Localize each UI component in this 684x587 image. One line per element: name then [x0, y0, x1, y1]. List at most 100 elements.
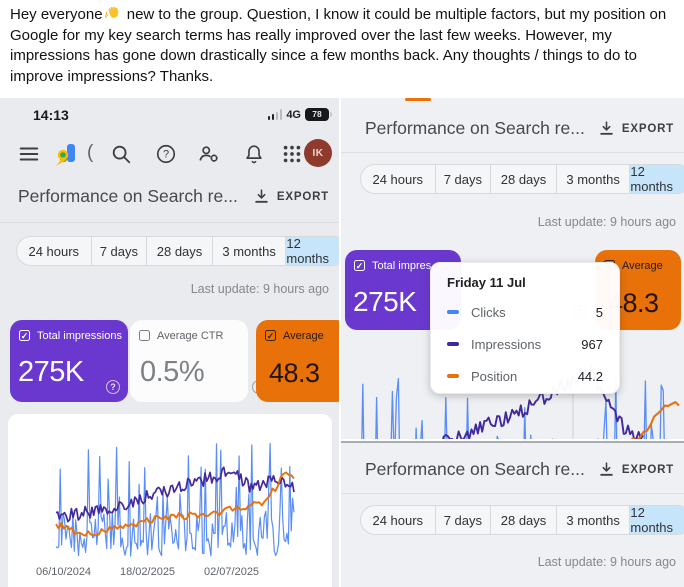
screenshot-left: 14:13 4G 78 ( ?	[0, 98, 339, 587]
position-label: Average	[622, 260, 663, 272]
date-range-tabs: 24 hours 7 days 28 days 3 months 12 mont…	[360, 164, 684, 194]
impressions-legend-dash	[447, 342, 459, 346]
ctr-label: Average CTR	[157, 330, 224, 342]
tab-12-months[interactable]: 12 months	[285, 237, 339, 265]
report-header: Performance on Search re... EXPORT	[341, 457, 684, 487]
chart-tooltip: Friday 11 Jul Clicks 5 Impressions 967 P…	[430, 262, 620, 394]
performance-chart-panel: 06/10/2024 18/02/2025 02/07/2025	[8, 414, 332, 587]
impressions-value: 275K	[18, 356, 84, 388]
position-checkbox[interactable]: ✓	[265, 330, 276, 341]
cropped-chart-line	[405, 98, 431, 101]
date-range-tabs: 24 hours 7 days 28 days 3 months 12 mont…	[360, 505, 684, 535]
appbar-partial-text: (	[87, 142, 94, 163]
ctr-value: 0.5%	[140, 356, 205, 388]
tooltip-label: Clicks	[471, 305, 506, 320]
divider	[341, 152, 684, 153]
waving-hand-emoji	[103, 6, 121, 21]
x-tick: 02/07/2025	[204, 566, 260, 578]
export-button[interactable]: EXPORT	[253, 188, 329, 205]
tab-24-hours[interactable]: 24 hours	[28, 243, 80, 259]
report-header: Performance on Search re... EXPORT	[341, 116, 684, 146]
post-text: Hey everyone new to the group. Question,…	[10, 5, 678, 87]
tooltip-row-clicks: Clicks 5	[447, 305, 603, 320]
report-title: Performance on Search re...	[365, 118, 585, 138]
user-settings-icon[interactable]	[198, 143, 220, 165]
impressions-value: 275K	[353, 286, 417, 317]
x-axis-ticks: 06/10/2024 18/02/2025 02/07/2025	[8, 566, 332, 582]
tab-3-months[interactable]: 3 months	[211, 237, 286, 265]
tab-28-days[interactable]: 28 days	[490, 506, 556, 534]
ctr-card[interactable]: Average CTR 0.5% ?	[130, 320, 266, 402]
last-update-label: Last update: 9 hours ago	[537, 555, 676, 569]
status-time: 14:13	[33, 107, 69, 123]
download-icon	[255, 189, 268, 203]
tab-24-hours[interactable]: 24 hours	[372, 171, 424, 187]
export-button[interactable]: EXPORT	[598, 120, 674, 137]
battery-icon: 78	[305, 108, 332, 121]
tab-12-months[interactable]: 12 months	[629, 506, 684, 534]
tab-12-months[interactable]: 12 months	[629, 165, 684, 193]
notifications-icon[interactable]	[243, 143, 265, 165]
report-title: Performance on Search re...	[365, 459, 585, 479]
divider	[341, 493, 684, 494]
post-text-start: Hey everyone	[10, 6, 103, 23]
tab-24-hours[interactable]: 24 hours	[372, 512, 424, 528]
tab-3-months[interactable]: 3 months	[555, 165, 630, 193]
position-card[interactable]: ✓ Average 48.3	[256, 320, 339, 402]
clicks-legend-dash	[447, 310, 459, 314]
impressions-label: Total impres	[372, 260, 432, 272]
position-label: Average	[283, 330, 324, 342]
impressions-label: Total impressions	[37, 330, 122, 342]
export-label: EXPORT	[621, 122, 674, 135]
tooltip-value: 44.2	[577, 369, 603, 384]
svg-text:?: ?	[163, 149, 169, 161]
impressions-help-icon[interactable]: ?	[106, 380, 120, 394]
impressions-card[interactable]: ✓ Total impressions 275K ?	[10, 320, 128, 402]
app-bar: ( ? IK	[0, 134, 339, 176]
menu-icon[interactable]	[18, 143, 40, 165]
export-button[interactable]: EXPORT	[598, 461, 674, 478]
tooltip-date: Friday 11 Jul	[447, 275, 526, 290]
tab-7-days[interactable]: 7 days	[434, 506, 491, 534]
last-update-label: Last update: 9 hours ago	[190, 282, 329, 296]
tab-3-months[interactable]: 3 months	[555, 506, 630, 534]
x-tick: 06/10/2024	[36, 566, 92, 578]
search-icon[interactable]	[110, 143, 132, 165]
download-icon	[600, 121, 613, 135]
post-text-end: new to the group. Question, I know it co…	[10, 6, 667, 85]
ctr-checkbox[interactable]	[139, 330, 150, 341]
tab-28-days[interactable]: 28 days	[490, 165, 556, 193]
report-header: Performance on Search re... EXPORT	[0, 184, 339, 214]
tab-7-days[interactable]: 7 days	[90, 237, 147, 265]
tab-28-days[interactable]: 28 days	[146, 237, 212, 265]
signal-icon	[267, 109, 283, 120]
impressions-checkbox[interactable]: ✓	[19, 330, 30, 341]
performance-chart[interactable]	[8, 422, 332, 562]
help-icon[interactable]: ?	[155, 143, 177, 165]
apps-grid-icon[interactable]	[281, 143, 303, 165]
tooltip-value: 5	[595, 305, 603, 320]
export-label: EXPORT	[276, 190, 329, 203]
search-console-logo[interactable]	[53, 140, 81, 168]
export-label: EXPORT	[621, 463, 674, 476]
download-icon	[600, 462, 613, 476]
avatar[interactable]: IK	[304, 139, 332, 167]
divider	[0, 222, 339, 223]
date-range-tabs: 24 hours 7 days 28 days 3 months 12 mont…	[16, 236, 339, 266]
tab-7-days[interactable]: 7 days	[434, 165, 491, 193]
screenshot-right-bottom: Performance on Search re... EXPORT 24 ho…	[341, 441, 684, 587]
position-legend-dash	[447, 374, 459, 378]
position-value: 48.3	[269, 358, 320, 388]
network-label: 4G	[286, 108, 301, 121]
tooltip-row-impressions: Impressions 967	[447, 337, 603, 352]
tooltip-row-position: Position 44.2	[447, 369, 603, 384]
impressions-checkbox[interactable]: ✓	[354, 260, 365, 271]
report-title: Performance on Search re...	[18, 186, 238, 206]
last-update-label: Last update: 9 hours ago	[537, 215, 676, 229]
x-tick: 18/02/2025	[120, 566, 176, 578]
tooltip-label: Impressions	[471, 337, 542, 352]
tooltip-value: 967	[581, 337, 603, 352]
screenshot-right-top: Performance on Search re... EXPORT 24 ho…	[341, 98, 684, 439]
tooltip-label: Position	[471, 369, 518, 384]
